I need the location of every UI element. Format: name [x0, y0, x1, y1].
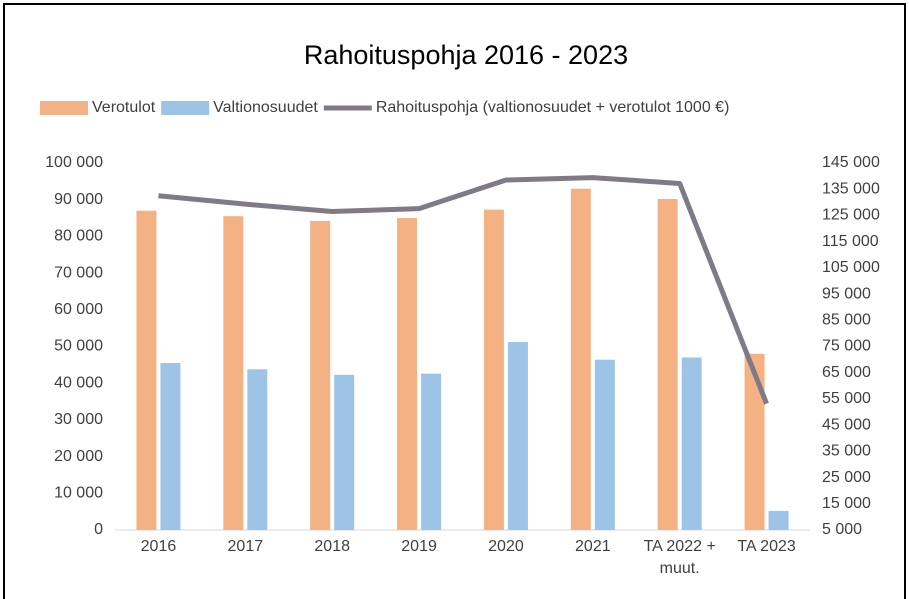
y2-tick-label: 45 000: [822, 416, 871, 433]
x-tick-label-box: 2019: [401, 538, 437, 555]
bar: [334, 374, 355, 530]
y-tick-label: 90 000: [54, 191, 103, 208]
x-tick-label: 2018: [314, 538, 350, 555]
bar: [483, 209, 504, 530]
x-tick-label: TA 2022 + muut.: [643, 538, 716, 577]
y-tick-label: 30 000: [54, 411, 103, 428]
y-tick-label: 50 000: [54, 338, 103, 355]
bar: [594, 359, 615, 530]
y2-tick-label: 35 000: [822, 443, 871, 460]
bar: [160, 363, 181, 530]
bar: [570, 188, 591, 530]
x-tick-label: 2016: [140, 538, 177, 555]
legend-swatch: [161, 101, 210, 115]
y-tick-label: 60 000: [54, 301, 103, 318]
x-tick-label-box: 2020: [488, 538, 524, 555]
x-tick-label-box: TA 2022 + muut.: [643, 538, 716, 577]
bar: [397, 218, 418, 531]
y-tick-label: 10 000: [54, 485, 103, 502]
x-tick-label-box: 2021: [575, 538, 611, 555]
y2-tick-label: 115 000: [822, 233, 879, 250]
y-tick-label: 70 000: [54, 264, 103, 281]
legend-swatch: [40, 101, 88, 115]
chart-border: [3, 3, 906, 599]
x-tick-label-box: TA 2023: [737, 538, 796, 555]
legend-label: Rahoituspohja (valtionosuudet + verotulo…: [376, 99, 730, 116]
y2-tick-label: 95 000: [822, 285, 871, 302]
y2-tick-label: 65 000: [822, 364, 871, 381]
bar: [744, 353, 765, 530]
x-tick-label: 2019: [401, 538, 437, 555]
y-tick-label: 0: [94, 521, 103, 538]
y-tick-label: 20 000: [54, 448, 103, 465]
x-tick-label: 2021: [575, 538, 611, 555]
bar: [310, 220, 331, 530]
bar: [507, 342, 528, 530]
y2-tick-label: 25 000: [822, 469, 871, 486]
x-tick-label: 2017: [227, 538, 264, 555]
y2-tick-label: 55 000: [822, 390, 871, 407]
bar: [136, 210, 157, 530]
y2-tick-label: 135 000: [822, 180, 880, 197]
y2-tick-label: 85 000: [822, 312, 871, 329]
bar: [247, 369, 268, 530]
y2-tick-label: 125 000: [822, 207, 880, 224]
bar: [657, 198, 678, 530]
legend-label: Valtionosuudet: [213, 99, 318, 116]
legend-label: Verotulot: [92, 99, 156, 116]
y-tick-label: 80 000: [54, 228, 103, 245]
bar: [681, 357, 702, 530]
x-tick-label-box: 2017: [227, 538, 264, 555]
y2-tick-label: 5 000: [822, 521, 862, 538]
y2-tick-label: 75 000: [822, 338, 871, 355]
line: [158, 175, 769, 405]
y2-tick-label: 15 000: [822, 495, 871, 512]
y-tick-label: 40 000: [54, 374, 103, 391]
y2-tick-label: 145 000: [822, 154, 880, 171]
y-tick-label: 100 000: [45, 154, 103, 171]
bar: [223, 216, 244, 530]
x-tick-label-box: 2016: [140, 538, 177, 555]
x-tick-label: TA 2023: [737, 538, 796, 555]
x-tick-label-box: 2018: [314, 538, 350, 555]
x-tick-label: 2020: [488, 538, 524, 555]
bar: [421, 373, 442, 530]
y2-tick-label: 105 000: [822, 259, 880, 276]
chart-title: Rahoituspohja 2016 - 2023: [304, 40, 628, 70]
bar: [768, 510, 789, 530]
